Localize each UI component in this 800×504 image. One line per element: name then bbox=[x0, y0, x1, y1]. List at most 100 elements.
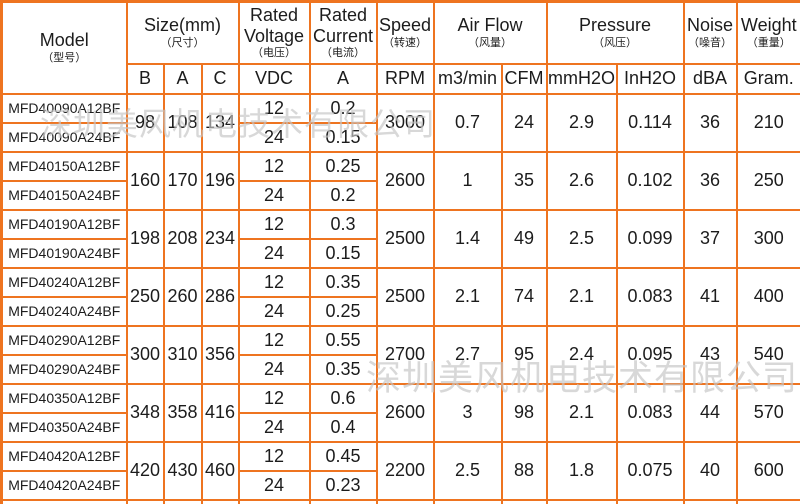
unit-vdc: VDC bbox=[237, 62, 311, 95]
pressure-inh2o-cell: 0.099 bbox=[615, 208, 685, 269]
unit-inh2o: InH2O bbox=[615, 62, 685, 95]
voltage-cell: 12 bbox=[237, 150, 311, 182]
speed-header-subtitle: （转速） bbox=[383, 37, 428, 49]
pressure-inh2o-cell: 0.102 bbox=[615, 150, 685, 211]
speed-cell: 2500 bbox=[375, 266, 435, 327]
noise-cell: 36 bbox=[682, 150, 738, 211]
model-cell: MFD40150A24BF bbox=[0, 179, 128, 211]
model-cell: MFD40350A12BF bbox=[0, 382, 128, 414]
spec-row: MFD40090A12BF 98 108 134 12 0.2 3000 0.7 24 2.9 0.… bbox=[0, 92, 800, 153]
col-header-pressure: Pressure （风压） bbox=[545, 0, 685, 65]
pressure-mmh2o-cell: 2.1 bbox=[545, 382, 618, 443]
voltage-cell: 24 bbox=[237, 121, 311, 153]
size-b-cell: 160 bbox=[125, 150, 165, 211]
pressure-inh2o-cell: 0.083 bbox=[615, 382, 685, 443]
noise-cell: 37 bbox=[682, 208, 738, 269]
model-cell: MFD40290A12BF bbox=[0, 324, 128, 356]
empty-cell bbox=[682, 498, 738, 504]
size-a-cell: 310 bbox=[162, 324, 203, 385]
speed-cell: 2600 bbox=[375, 382, 435, 443]
speed-cell: 2500 bbox=[375, 208, 435, 269]
current-cell: 0.25 bbox=[308, 295, 378, 327]
size-b-cell: 348 bbox=[125, 382, 165, 443]
current-cell: 0.35 bbox=[308, 266, 378, 298]
pressure-inh2o-cell: 0.075 bbox=[615, 440, 685, 501]
pressure-mmh2o-cell: 2.1 bbox=[545, 266, 618, 327]
size-a-cell: 430 bbox=[162, 440, 203, 501]
col-header-size: Size(mm) （尺寸） bbox=[125, 0, 240, 65]
speed-cell: 2200 bbox=[375, 440, 435, 501]
partial-row bbox=[0, 498, 800, 504]
airflow-cfm-cell: 95 bbox=[500, 324, 548, 385]
model-cell: MFD40090A24BF bbox=[0, 121, 128, 153]
unit-m3min: m3/min bbox=[432, 62, 503, 95]
model-cell: MFD40240A24BF bbox=[0, 295, 128, 327]
voltage-cell: 12 bbox=[237, 92, 311, 124]
spec-row: MFD40150A12BF 160 170 196 12 0.25 2600 1 35 2.6 0.… bbox=[0, 150, 800, 211]
speed-cell: 2600 bbox=[375, 150, 435, 211]
size-c-cell: 286 bbox=[200, 266, 240, 327]
weight-header-label: Weight bbox=[740, 15, 797, 36]
rated-voltage-header-subtitle: （电压） bbox=[252, 47, 297, 60]
model-cell: MFD40190A24BF bbox=[0, 237, 128, 269]
rated-current-header-label: Rated Current bbox=[313, 4, 374, 46]
spec-row: MFD40290A12BF 300 310 356 12 0.55 2700 2.7 95 2.4… bbox=[0, 324, 800, 385]
airflow-m3min-cell: 2.5 bbox=[432, 440, 503, 501]
size-c-cell: 234 bbox=[200, 208, 240, 269]
current-cell: 0.55 bbox=[308, 324, 378, 356]
pressure-header-label: Pressure bbox=[579, 15, 652, 36]
airflow-m3min-cell: 3 bbox=[432, 382, 503, 443]
voltage-cell: 24 bbox=[237, 179, 311, 211]
voltage-cell: 12 bbox=[237, 440, 311, 472]
weight-cell: 250 bbox=[735, 150, 800, 211]
size-header-label: Size(mm) bbox=[144, 15, 221, 36]
rated-current-header-subtitle: （电流） bbox=[321, 47, 366, 60]
pressure-header-subtitle: （风压） bbox=[593, 37, 638, 49]
size-a-cell: 260 bbox=[162, 266, 203, 327]
size-c-cell: 416 bbox=[200, 382, 240, 443]
size-b-cell: 98 bbox=[125, 92, 165, 153]
pressure-inh2o-cell: 0.095 bbox=[615, 324, 685, 385]
airflow-cfm-cell: 35 bbox=[500, 150, 548, 211]
model-cell: MFD40150A12BF bbox=[0, 150, 128, 182]
current-cell: 0.2 bbox=[308, 179, 378, 211]
unit-dba: dBA bbox=[682, 62, 738, 95]
noise-cell: 36 bbox=[682, 92, 738, 153]
pressure-mmh2o-cell: 2.6 bbox=[545, 150, 618, 211]
airflow-m3min-cell: 1.4 bbox=[432, 208, 503, 269]
voltage-cell: 24 bbox=[237, 295, 311, 327]
airflow-cfm-cell: 88 bbox=[500, 440, 548, 501]
voltage-cell: 24 bbox=[237, 353, 311, 385]
unit-size-a: A bbox=[162, 62, 203, 95]
size-header-subtitle: （尺寸） bbox=[160, 37, 205, 49]
size-b-cell: 300 bbox=[125, 324, 165, 385]
current-cell: 0.15 bbox=[308, 121, 378, 153]
voltage-cell: 24 bbox=[237, 237, 311, 269]
voltage-cell: 12 bbox=[237, 382, 311, 414]
weight-cell: 300 bbox=[735, 208, 800, 269]
model-cell: MFD40090A12BF bbox=[0, 92, 128, 124]
empty-cell bbox=[432, 498, 503, 504]
current-cell: 0.3 bbox=[308, 208, 378, 240]
airflow-m3min-cell: 2.1 bbox=[432, 266, 503, 327]
col-header-rated-current: Rated Current （电流） bbox=[308, 0, 378, 65]
noise-header-subtitle: （噪音） bbox=[688, 37, 733, 49]
size-b-cell: 198 bbox=[125, 208, 165, 269]
model-cell: MFD40350A24BF bbox=[0, 411, 128, 443]
pressure-mmh2o-cell: 2.9 bbox=[545, 92, 618, 153]
airflow-m3min-cell: 1 bbox=[432, 150, 503, 211]
spec-row: MFD40090A24BF 24 0.15 bbox=[0, 121, 800, 153]
unit-rpm: RPM bbox=[375, 62, 435, 95]
voltage-cell: 12 bbox=[237, 266, 311, 298]
unit-size-c: C bbox=[200, 62, 240, 95]
noise-cell: 41 bbox=[682, 266, 738, 327]
pressure-inh2o-cell: 0.083 bbox=[615, 266, 685, 327]
col-header-rated-voltage: Rated Voltage （电压） bbox=[237, 0, 311, 65]
empty-cell bbox=[375, 498, 435, 504]
spec-row: MFD40420A12BF 420 430 460 12 0.45 2200 2.5 88 1.8… bbox=[0, 440, 800, 501]
empty-cell bbox=[125, 498, 165, 504]
weight-header-subtitle: （重量） bbox=[746, 37, 791, 49]
empty-cell bbox=[308, 498, 378, 504]
current-cell: 0.4 bbox=[308, 411, 378, 443]
